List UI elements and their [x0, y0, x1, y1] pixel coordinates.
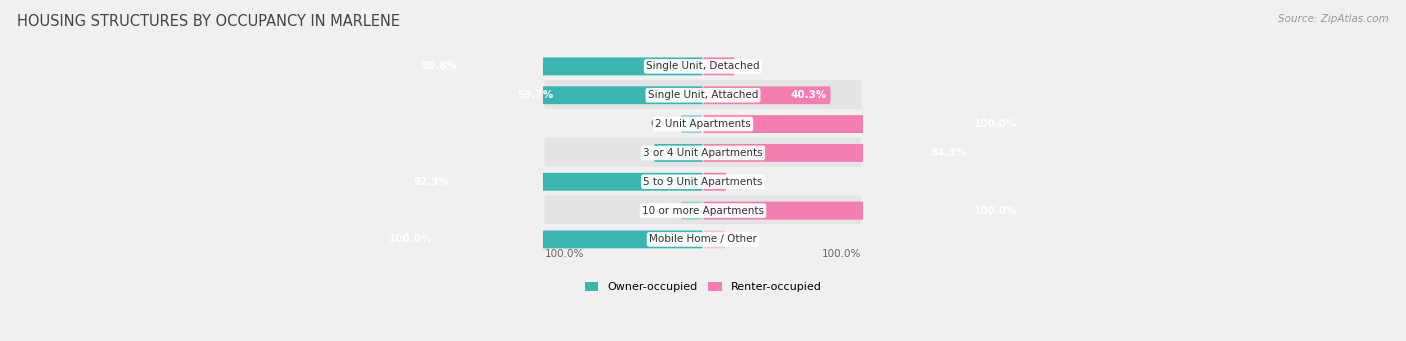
FancyBboxPatch shape [513, 86, 703, 104]
FancyBboxPatch shape [544, 166, 862, 197]
Text: 10.2%: 10.2% [695, 61, 731, 71]
Text: 100.0%: 100.0% [974, 206, 1018, 216]
FancyBboxPatch shape [703, 86, 831, 104]
Text: 0.0%: 0.0% [650, 119, 679, 129]
Text: 0.0%: 0.0% [650, 206, 679, 216]
FancyBboxPatch shape [544, 109, 862, 139]
Text: Source: ZipAtlas.com: Source: ZipAtlas.com [1278, 14, 1389, 24]
Text: 0.0%: 0.0% [727, 234, 756, 244]
FancyBboxPatch shape [544, 51, 862, 81]
Text: Single Unit, Detached: Single Unit, Detached [647, 61, 759, 71]
FancyBboxPatch shape [385, 231, 703, 248]
FancyBboxPatch shape [703, 58, 734, 75]
FancyBboxPatch shape [544, 80, 862, 110]
Text: Mobile Home / Other: Mobile Home / Other [650, 234, 756, 244]
FancyBboxPatch shape [703, 144, 972, 162]
FancyBboxPatch shape [703, 202, 1021, 220]
FancyBboxPatch shape [704, 231, 725, 248]
Text: 100.0%: 100.0% [821, 249, 860, 260]
FancyBboxPatch shape [703, 173, 727, 191]
FancyBboxPatch shape [703, 115, 1021, 133]
Text: 100.0%: 100.0% [388, 234, 432, 244]
Text: 2 Unit Apartments: 2 Unit Apartments [655, 119, 751, 129]
Text: 89.8%: 89.8% [422, 61, 457, 71]
FancyBboxPatch shape [544, 138, 862, 168]
FancyBboxPatch shape [544, 195, 862, 226]
Text: 92.3%: 92.3% [413, 177, 450, 187]
Text: 15.7%: 15.7% [658, 148, 695, 158]
Text: 100.0%: 100.0% [974, 119, 1018, 129]
Text: 40.3%: 40.3% [790, 90, 827, 100]
FancyBboxPatch shape [409, 173, 703, 191]
Text: Single Unit, Attached: Single Unit, Attached [648, 90, 758, 100]
FancyBboxPatch shape [681, 115, 702, 133]
FancyBboxPatch shape [544, 224, 862, 255]
FancyBboxPatch shape [681, 202, 702, 220]
Legend: Owner-occupied, Renter-occupied: Owner-occupied, Renter-occupied [581, 278, 825, 297]
Text: 84.3%: 84.3% [931, 148, 967, 158]
Text: 3 or 4 Unit Apartments: 3 or 4 Unit Apartments [643, 148, 763, 158]
Text: 7.7%: 7.7% [693, 177, 723, 187]
Text: 5 to 9 Unit Apartments: 5 to 9 Unit Apartments [644, 177, 762, 187]
FancyBboxPatch shape [418, 58, 703, 75]
FancyBboxPatch shape [654, 144, 703, 162]
Text: 100.0%: 100.0% [546, 249, 585, 260]
Text: HOUSING STRUCTURES BY OCCUPANCY IN MARLENE: HOUSING STRUCTURES BY OCCUPANCY IN MARLE… [17, 14, 399, 29]
Text: 10 or more Apartments: 10 or more Apartments [643, 206, 763, 216]
Text: 59.7%: 59.7% [517, 90, 554, 100]
